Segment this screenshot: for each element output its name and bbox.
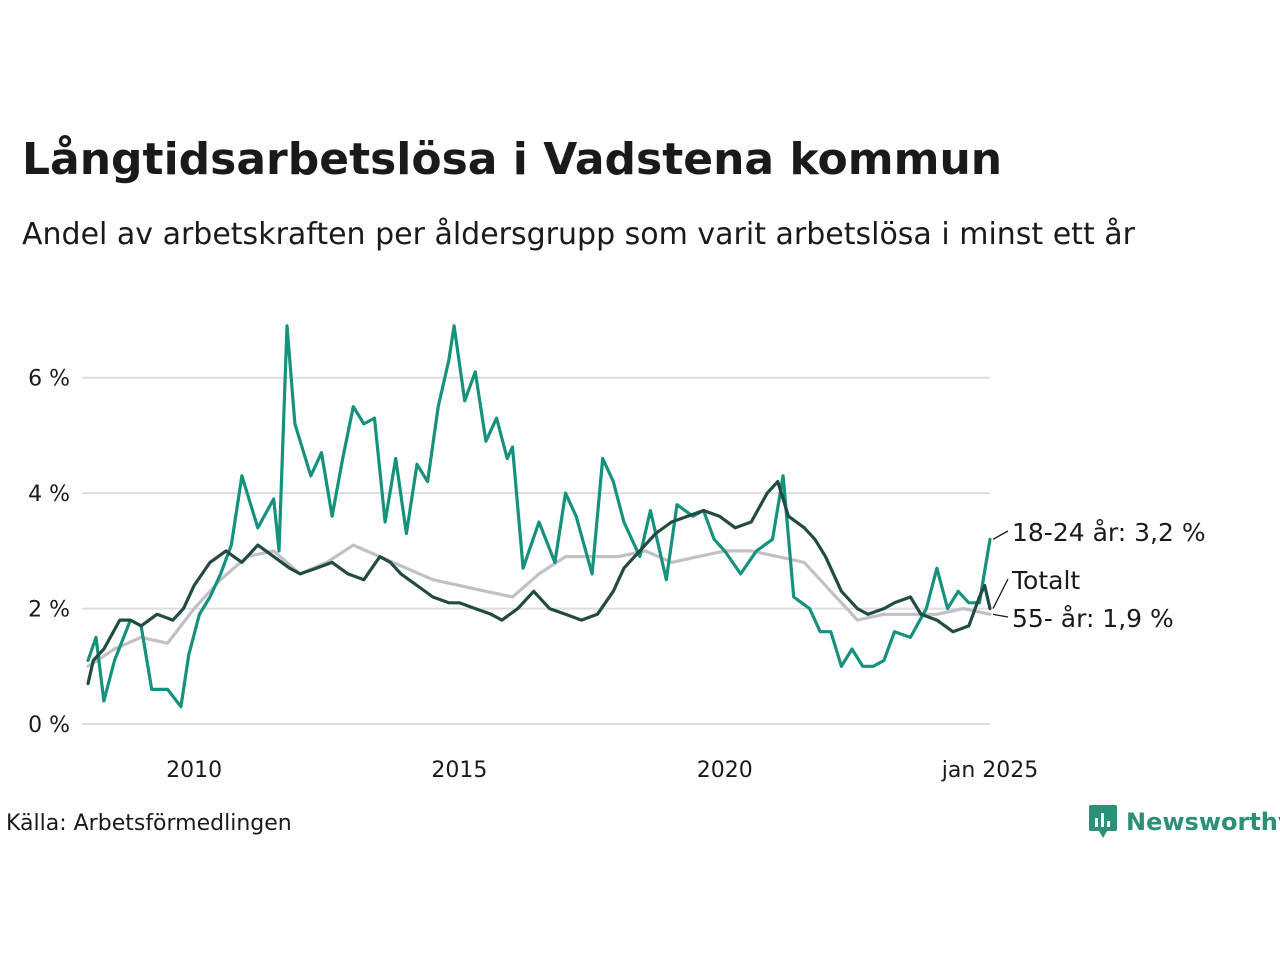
series-line-total bbox=[86, 480, 992, 686]
x-tick-label: 2015 bbox=[431, 758, 487, 783]
brand-name: Newsworthy bbox=[1126, 808, 1280, 836]
newsworthy-logo-icon bbox=[1089, 805, 1117, 838]
x-tick-label: jan 2025 bbox=[941, 758, 1039, 783]
y-tick-label: 6 % bbox=[28, 367, 70, 392]
label-leader bbox=[992, 613, 1009, 618]
x-tick-label: 2010 bbox=[166, 758, 222, 783]
chart-title: Långtidsarbetslösa i Vadstena kommun bbox=[22, 134, 1003, 185]
series-end-label: Totalt bbox=[1011, 566, 1080, 595]
grid-layer bbox=[82, 376, 990, 725]
series-layer bbox=[86, 324, 992, 709]
y-axis: 0 % 2 % 4 % 6 % bbox=[28, 367, 70, 738]
x-axis: 2010 2015 2020 jan 2025 bbox=[166, 758, 1038, 783]
series-line-young bbox=[86, 324, 992, 709]
y-tick-label: 0 % bbox=[28, 713, 70, 738]
y-tick-label: 4 % bbox=[28, 482, 70, 507]
label-leader bbox=[992, 530, 1009, 540]
x-tick-label: 2020 bbox=[697, 758, 753, 783]
source-note: Källa: Arbetsförmedlingen bbox=[6, 811, 292, 836]
label-leader bbox=[992, 578, 1009, 609]
series-end-label: 18-24 år: 3,2 % bbox=[1012, 518, 1206, 547]
newsworthy-logo[interactable]: Newsworthy bbox=[1088, 802, 1280, 842]
series-end-label: 55- år: 1,9 % bbox=[1012, 604, 1174, 633]
series-line-old bbox=[86, 543, 992, 668]
y-tick-label: 2 % bbox=[28, 598, 70, 623]
end-labels: 55- år: 1,9 % 18-24 år: 3,2 % Totalt bbox=[992, 518, 1206, 633]
chart-subtitle: Andel av arbetskraften per åldersgrupp s… bbox=[22, 217, 1135, 252]
